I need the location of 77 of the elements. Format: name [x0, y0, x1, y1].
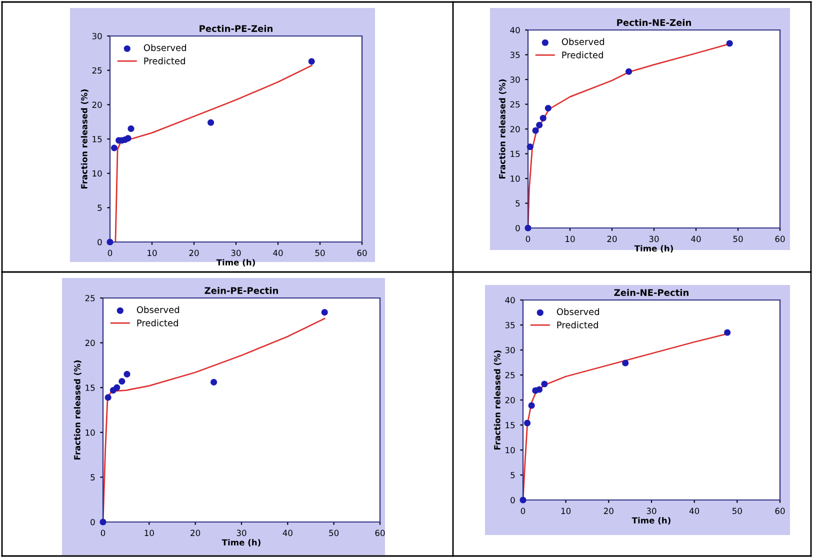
x-tick-label: 10	[561, 508, 571, 514]
x-axis-title: Time (h)	[634, 245, 673, 253]
x-tick-label: 50	[329, 530, 339, 536]
x-tick-label: 40	[691, 236, 701, 242]
y-tick-label: 0	[516, 224, 520, 232]
x-axis-title: Time (h)	[216, 259, 255, 267]
x-tick-label: 50	[733, 236, 743, 242]
x-tick-label: 30	[236, 530, 246, 536]
x-tick-label: 0	[108, 250, 112, 256]
y-tick-label: 30	[505, 346, 515, 354]
y-tick-label: 5	[510, 472, 515, 478]
x-tick-label: 10	[566, 236, 575, 242]
y-tick-label: 30	[510, 76, 520, 83]
y-tick-label: 25	[510, 101, 520, 108]
legend-label: Predicted	[557, 321, 598, 328]
legend-label: Predicted	[144, 57, 185, 64]
y-tick-label: 20	[85, 340, 95, 346]
x-tick-label: 60	[357, 250, 367, 256]
y-axis-title: Fraction released (%)	[498, 79, 506, 179]
x-tick-label: 20	[190, 530, 200, 536]
y-tick-label: 5	[516, 200, 520, 207]
y-tick-label: 10	[92, 170, 102, 177]
x-tick-label: 10	[148, 250, 157, 256]
x-tick-label: 60	[775, 236, 785, 242]
x-tick-label: 20	[607, 236, 617, 242]
x-tick-label: 30	[649, 236, 659, 242]
y-tick-label: 25	[92, 67, 102, 74]
x-tick-label: 20	[604, 508, 614, 514]
legend-label: Observed	[556, 308, 600, 316]
y-tick-label: 15	[86, 384, 95, 391]
y-tick-label: 5	[90, 474, 95, 480]
x-tick-label: 10	[144, 530, 154, 536]
y-tick-label: 10	[506, 446, 515, 454]
y-tick-label: 40	[510, 26, 520, 34]
y-tick-label: 10	[86, 429, 95, 436]
legend-label: Observed	[562, 38, 604, 46]
legend-label: Predicted	[562, 51, 603, 58]
y-tick-label: 35	[505, 322, 515, 328]
x-tick-label: 40	[282, 530, 292, 536]
chart-title: Zein-PE-Pectin	[204, 286, 278, 294]
x-axis-title: Time (h)	[222, 539, 260, 547]
y-tick-label: 40	[505, 296, 515, 304]
y-tick-label: 10	[510, 175, 520, 182]
x-tick-label: 50	[315, 250, 325, 256]
legend-label: Observed	[144, 44, 186, 52]
y-tick-label: 15	[506, 422, 515, 428]
chart-title: Pectin-PE-Zein	[200, 24, 272, 32]
x-axis-title: Time (h)	[632, 517, 670, 525]
y-tick-label: 0	[90, 518, 95, 526]
chart-title: Pectin-NE-Zein	[617, 18, 691, 26]
y-tick-label: 20	[510, 126, 520, 132]
x-tick-label: 50	[732, 508, 742, 514]
x-tick-label: 40	[273, 250, 283, 256]
chart-title: Zein-NE-Pectin	[614, 288, 688, 296]
legend-label: Predicted	[137, 319, 178, 326]
y-tick-label: 25	[505, 372, 515, 378]
x-tick-label: 0	[520, 508, 526, 514]
y-tick-label: 15	[510, 150, 520, 158]
y-tick-label: 25	[85, 294, 95, 302]
y-tick-label: 20	[92, 102, 102, 108]
x-tick-label: 30	[646, 508, 656, 514]
legend-label: Observed	[136, 306, 180, 314]
y-tick-label: 35	[510, 52, 520, 58]
x-tick-label: 0	[526, 236, 530, 242]
y-tick-label: 30	[92, 32, 102, 40]
y-tick-label: 0	[510, 496, 515, 504]
x-tick-label: 60	[775, 508, 785, 514]
y-tick-label: 5	[98, 204, 102, 211]
x-tick-label: 30	[231, 250, 241, 256]
y-tick-label: 20	[505, 396, 515, 404]
x-tick-label: 20	[189, 250, 199, 256]
x-tick-label: 40	[689, 508, 700, 514]
y-axis-title: Fraction released (%)	[80, 89, 88, 189]
y-axis-title: Fraction released (%)	[494, 350, 502, 450]
y-tick-label: 15	[92, 136, 102, 142]
y-axis-title: Fraction released (%)	[74, 360, 82, 460]
x-tick-label: 60	[375, 530, 385, 536]
